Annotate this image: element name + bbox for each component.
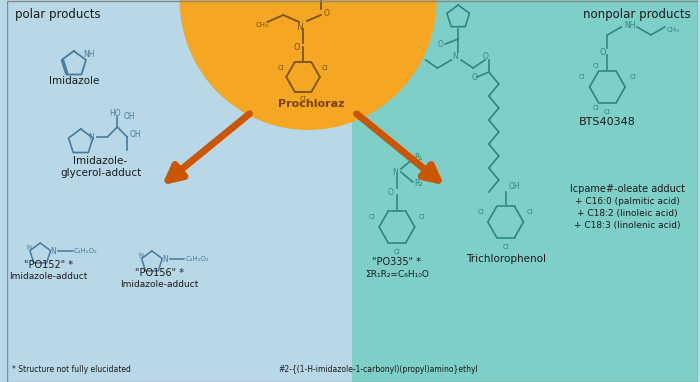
Text: "PO335" *: "PO335" * <box>372 257 421 267</box>
Text: O: O <box>483 52 489 60</box>
Text: Cl: Cl <box>278 65 285 71</box>
Text: O: O <box>324 8 330 18</box>
Text: Cl: Cl <box>477 209 484 215</box>
Text: Prochloraz: Prochloraz <box>278 99 344 109</box>
Text: O: O <box>438 39 443 49</box>
Text: N: N <box>27 245 32 251</box>
Text: OH: OH <box>123 112 135 120</box>
Text: Imidazole-adduct: Imidazole-adduct <box>9 272 88 281</box>
Text: OH: OH <box>509 181 520 191</box>
Text: N: N <box>50 246 56 256</box>
Text: Trichlorophenol: Trichlorophenol <box>466 254 545 264</box>
Text: HO: HO <box>109 108 121 118</box>
Text: Cl: Cl <box>630 74 636 80</box>
Text: O: O <box>388 188 394 196</box>
Text: Cl: Cl <box>393 249 400 255</box>
Text: Cl: Cl <box>502 244 509 250</box>
Text: R₁: R₁ <box>414 152 423 162</box>
Text: Cl: Cl <box>604 109 611 115</box>
Text: ΣR₁R₂=C₆H₁₀O: ΣR₁R₂=C₆H₁₀O <box>365 270 429 279</box>
Text: N: N <box>89 133 95 141</box>
Text: "PO152" *: "PO152" * <box>24 260 73 270</box>
Text: R₂: R₂ <box>414 178 424 188</box>
Text: C₄H₉O₂: C₄H₉O₂ <box>186 256 209 262</box>
Text: N: N <box>392 167 398 176</box>
Text: Imidazole: Imidazole <box>48 76 99 86</box>
Text: NH: NH <box>84 50 95 58</box>
Text: CH₃: CH₃ <box>666 27 680 33</box>
Text: N: N <box>452 52 458 60</box>
Text: #2-{(1-H-imidazole-1-carbonyl)(propyl)amino}ethyl: #2-{(1-H-imidazole-1-carbonyl)(propyl)am… <box>279 365 478 374</box>
Text: "PO156" *: "PO156" * <box>135 268 184 278</box>
Text: OH: OH <box>130 129 141 139</box>
Text: Imidazole-: Imidazole- <box>74 156 127 166</box>
Text: Cl: Cl <box>527 209 533 215</box>
Text: O: O <box>472 73 478 81</box>
Text: O: O <box>294 42 300 52</box>
Text: Cl: Cl <box>592 63 599 69</box>
Text: N: N <box>162 254 167 264</box>
Text: Cl: Cl <box>321 65 328 71</box>
Text: N: N <box>139 253 143 259</box>
Text: BTS40348: BTS40348 <box>579 117 636 127</box>
Text: C₄H₅O₂: C₄H₅O₂ <box>74 248 98 254</box>
Text: N: N <box>295 23 302 31</box>
Text: Cl: Cl <box>578 74 585 80</box>
Wedge shape <box>180 0 437 130</box>
Text: Imidazole-adduct: Imidazole-adduct <box>120 280 199 289</box>
Text: + C16:0 (palmitic acid): + C16:0 (palmitic acid) <box>575 197 680 206</box>
Text: * Structure not fully elucidated: * Structure not fully elucidated <box>12 365 130 374</box>
Text: glycerol-adduct: glycerol-adduct <box>60 168 141 178</box>
Text: nonpolar products: nonpolar products <box>582 8 690 21</box>
Bar <box>353 0 699 382</box>
Text: + C18:3 (linolenic acid): + C18:3 (linolenic acid) <box>574 221 680 230</box>
Text: Cl: Cl <box>369 214 376 220</box>
Text: O: O <box>599 47 605 57</box>
Text: Cl: Cl <box>592 105 599 111</box>
Text: lcpame#-oleate adduct: lcpame#-oleate adduct <box>570 184 685 194</box>
Text: polar products: polar products <box>15 8 100 21</box>
Text: Cl: Cl <box>419 214 425 220</box>
Text: NH: NH <box>624 21 636 29</box>
Text: CH₃: CH₃ <box>256 22 268 28</box>
Text: Cl: Cl <box>300 96 307 102</box>
Text: + C18:2 (linoleic acid): + C18:2 (linoleic acid) <box>577 209 678 218</box>
